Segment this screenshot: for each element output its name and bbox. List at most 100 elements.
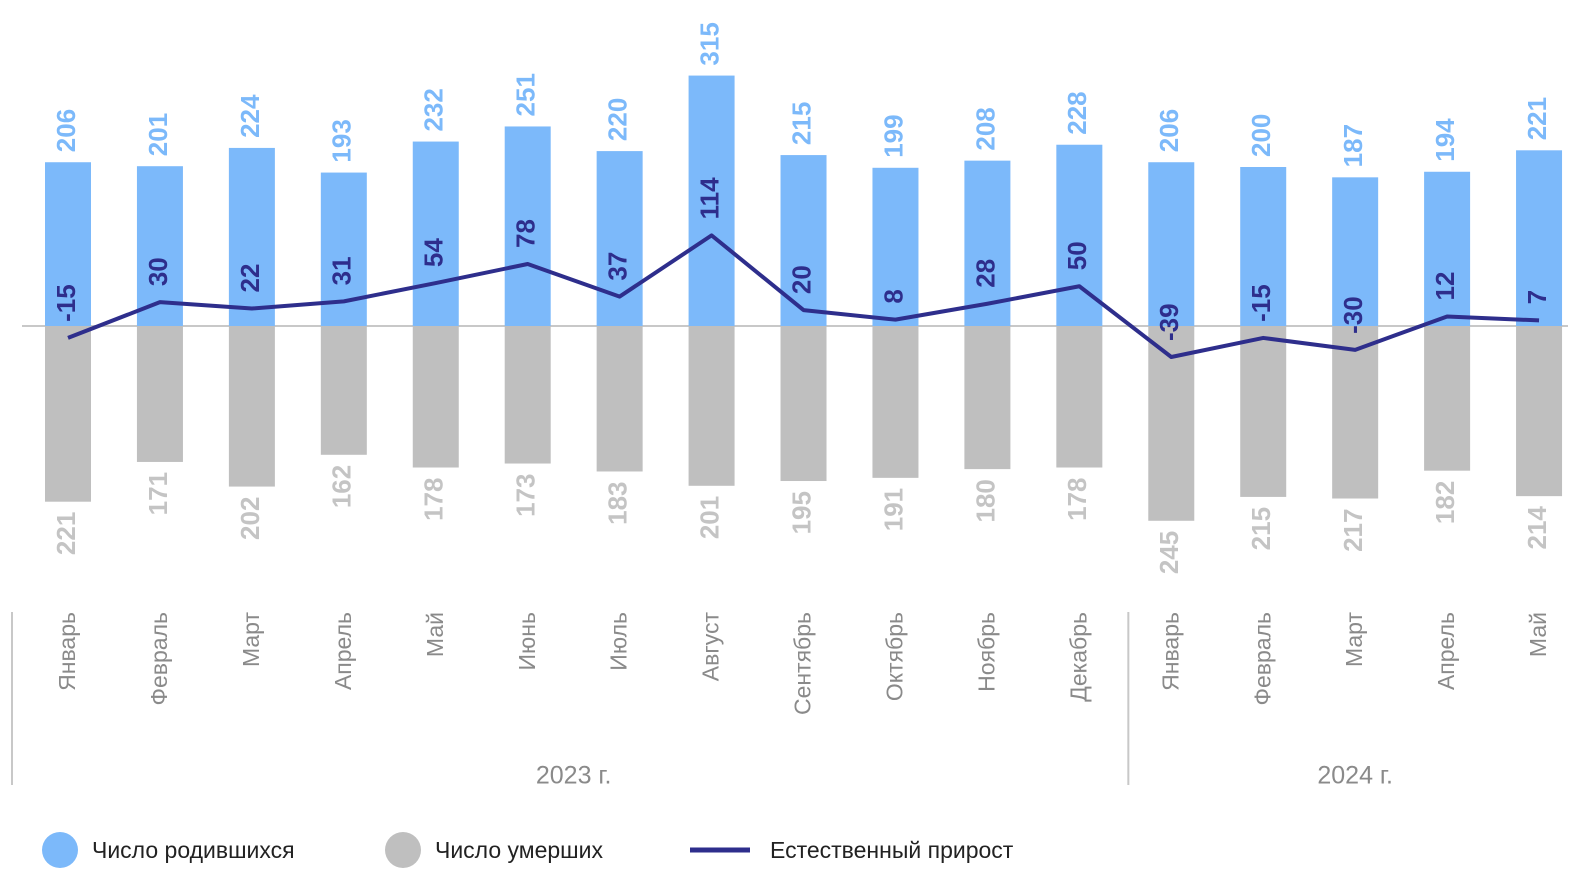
legend-label: Число родившихся (92, 837, 295, 863)
bar (1148, 162, 1195, 326)
bar (1424, 326, 1471, 471)
data-label: 315 (694, 22, 724, 65)
line (67, 233, 1540, 360)
bar (964, 160, 1011, 326)
bar (1332, 326, 1379, 499)
bar (45, 326, 91, 502)
data-label: 194 (1430, 118, 1460, 162)
bar (1332, 177, 1379, 326)
data-label: 221 (1522, 97, 1552, 140)
bar (1516, 150, 1563, 326)
data-label: 20 (786, 265, 816, 294)
x-tick-label: Январь (1157, 612, 1183, 691)
data-label: 251 (511, 73, 541, 116)
data-label: 162 (327, 465, 357, 508)
x-tick-label: Декабрь (1065, 612, 1091, 702)
data-label: 202 (235, 497, 265, 540)
bar (1240, 326, 1287, 497)
data-label: 232 (419, 88, 449, 131)
data-label: 37 (603, 252, 633, 281)
bar (1424, 171, 1471, 326)
x-tick-label: Февраль (146, 612, 172, 705)
data-label: -39 (1154, 303, 1184, 341)
data-label: 31 (327, 256, 357, 285)
data-label: 215 (786, 102, 816, 145)
bar (504, 126, 551, 326)
bar (504, 326, 551, 464)
data-label: 7 (1522, 290, 1552, 304)
x-tick-label: Январь (54, 612, 80, 691)
data-label: 78 (511, 219, 541, 248)
data-label: 187 (1338, 124, 1368, 167)
data-label: 8 (878, 289, 908, 303)
bar (412, 326, 459, 468)
data-label: 199 (878, 114, 908, 157)
x-tick-label: Апрель (1433, 612, 1459, 690)
data-label: 228 (1062, 91, 1092, 134)
x-tick-label: Сентябрь (790, 612, 816, 715)
bar (964, 326, 1011, 470)
x-tick-label: Ноябрь (973, 612, 999, 692)
data-label: 201 (694, 496, 724, 539)
data-label: 114 (694, 177, 724, 219)
data-label: 200 (1246, 114, 1276, 157)
bar (688, 326, 735, 486)
legend-label: Естественный прирост (770, 837, 1014, 863)
data-label: 215 (1246, 507, 1276, 550)
bar (320, 326, 367, 455)
data-label: 224 (235, 94, 265, 138)
data-label: 201 (143, 113, 173, 156)
bar (872, 167, 919, 326)
data-label: 54 (419, 238, 449, 267)
group-label: 2024 г. (1317, 762, 1393, 790)
bar (136, 166, 183, 326)
bar (780, 326, 827, 482)
data-label: 180 (970, 479, 1000, 522)
data-label: 50 (1062, 241, 1092, 270)
group-label: 2023 г. (536, 762, 612, 790)
x-tick-label: Август (698, 612, 724, 682)
data-label: 183 (603, 481, 633, 524)
x-tick-label: Март (238, 612, 264, 667)
data-label: 214 (1522, 506, 1552, 550)
bar (136, 326, 183, 462)
data-label: 182 (1430, 481, 1460, 524)
data-label: 195 (786, 491, 816, 534)
data-label: -30 (1338, 296, 1368, 334)
x-tick-label: Февраль (1249, 612, 1275, 705)
legend-swatch (385, 832, 421, 868)
bar (1056, 326, 1103, 468)
bar (412, 141, 459, 326)
data-label: 206 (51, 109, 81, 152)
bar (688, 75, 735, 326)
data-label: 178 (1062, 478, 1092, 521)
data-label: 30 (143, 257, 173, 286)
x-tick-label: Июнь (514, 612, 540, 670)
bar (45, 162, 91, 326)
data-label: 22 (235, 264, 265, 293)
data-label: 220 (603, 98, 633, 141)
data-label: 173 (511, 474, 541, 517)
data-label: 191 (878, 488, 908, 531)
data-label: 221 (51, 512, 81, 555)
data-label: 193 (327, 119, 357, 162)
data-label: 178 (419, 478, 449, 521)
data-label: -15 (51, 284, 81, 322)
x-tick-label: Май (422, 612, 448, 657)
bar (228, 326, 275, 487)
data-label: -15 (1246, 284, 1276, 322)
data-label: 28 (970, 259, 1000, 288)
x-tick-label: Июль (606, 612, 632, 671)
bar (596, 326, 643, 472)
data-label: 217 (1338, 509, 1368, 552)
x-tick-label: Март (1341, 612, 1367, 667)
data-label: 208 (970, 107, 1000, 150)
bar (1240, 167, 1287, 326)
bar (780, 155, 827, 326)
legend-label: Число умерших (435, 837, 603, 863)
x-tick-label: Май (1525, 612, 1551, 657)
bar (596, 151, 643, 326)
x-tick-label: Октябрь (882, 612, 908, 701)
data-label: 12 (1430, 272, 1460, 301)
